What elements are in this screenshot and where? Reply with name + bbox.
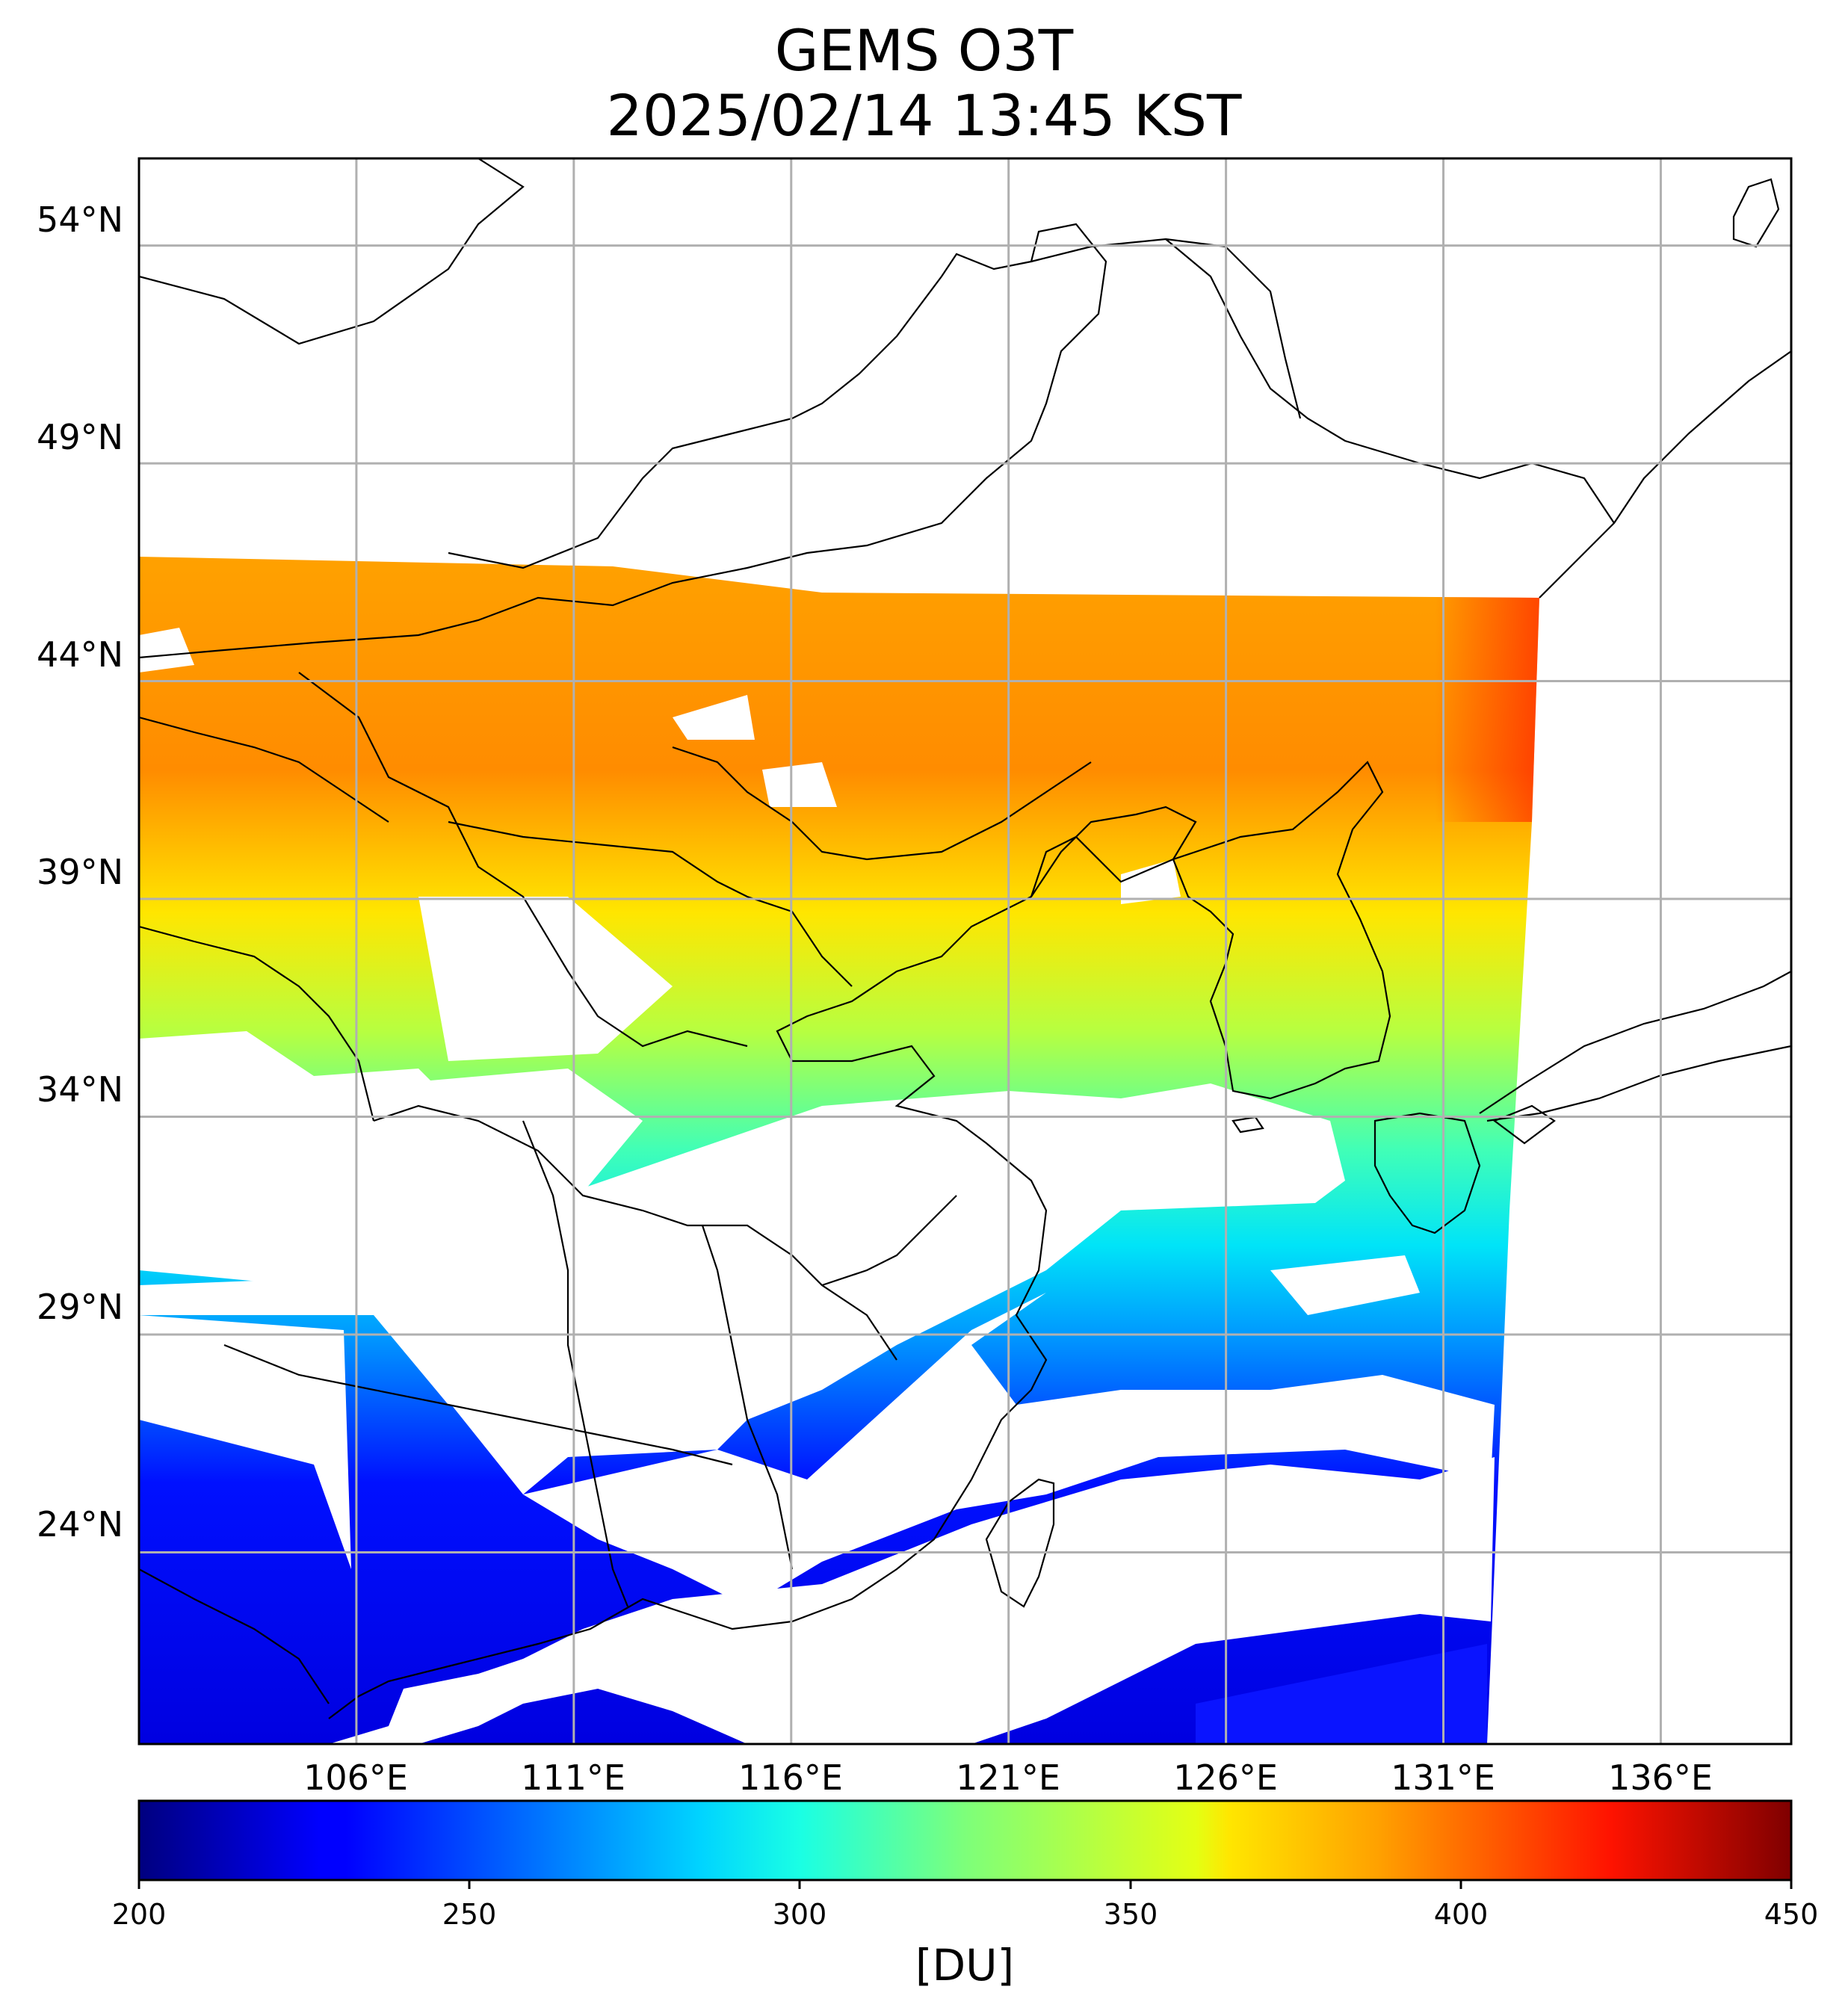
colorbar-tick-450: 450 [1764,1898,1819,1931]
colorbar [137,1799,1793,1882]
inner-border-7 [522,1120,629,1607]
inner-border-3 [672,746,1092,861]
lon-tick-111: 111°E [521,1757,625,1798]
lat-tick-54: 54°N [37,200,123,240]
colorbar-tick-250: 250 [442,1898,497,1931]
amur-border [1165,238,1302,419]
lat-tick-labels: 54°N 49°N 44°N 39°N 34°N 29°N 24°N [37,200,123,1545]
map-title: GEMS O3T [774,17,1074,84]
map-subtitle: 2025/02/14 13:45 KST [606,82,1242,149]
no-data-gaps [139,628,1495,1744]
lat-tick-44: 44°N [37,634,123,675]
lon-tick-labels: 106°E 111°E 116°E 121°E 126°E 131°E 136°… [303,1757,1713,1798]
mongolia-border [139,158,525,345]
russia-coast [1539,350,1791,599]
colorbar-tick-400: 400 [1434,1898,1489,1931]
lon-tick-116: 116°E [738,1757,843,1798]
gridlines [139,158,1791,1744]
japan-honshu [1479,971,1791,1114]
lon-tick-121: 121°E [956,1757,1060,1798]
inner-border-2 [448,820,853,987]
lon-tick-131: 131°E [1391,1757,1495,1798]
jeju-outline [1232,1116,1264,1134]
colorbar-unit-label: [DU] [915,1940,1014,1991]
colorbar-tick-labels: 200 250 300 350 400 450 [112,1898,1819,1931]
china-russia-border [1030,238,1615,524]
colorbar-tick-200: 200 [112,1898,167,1931]
colorbar-tick-350: 350 [1104,1898,1158,1931]
lat-tick-24: 24°N [37,1504,123,1545]
colorbar-tick-marks [137,1880,1793,1889]
ozone-high-east [1121,594,1539,822]
japan-shikoku [1492,1104,1556,1145]
japan-honshu-south [1486,1045,1791,1122]
lon-tick-136: 136°E [1608,1757,1713,1798]
inner-border-6 [139,1568,330,1704]
china-coast [328,835,1174,1719]
bohai-coast [1030,806,1197,897]
inner-border-11 [139,716,389,823]
inner-border-10 [139,925,375,1122]
lat-tick-39: 39°N [37,852,123,892]
map-frame [137,157,1793,1746]
sakhalin [1732,178,1780,248]
lat-tick-29: 29°N [37,1287,123,1327]
inner-border-9 [821,1195,957,1287]
lat-tick-49: 49°N [37,417,123,457]
lon-tick-126: 126°E [1173,1757,1278,1798]
lat-tick-34: 34°N [37,1069,123,1110]
inner-border-5 [223,1344,733,1466]
inner-border-8 [701,1225,794,1570]
taiwan-outline [985,1478,1055,1608]
inner-border-1 [298,672,748,1048]
inner-border-4 [373,1104,897,1361]
china-mongolia-border [139,223,1107,659]
lon-tick-106: 106°E [303,1757,408,1798]
colorbar-tick-300: 300 [773,1898,827,1931]
ozone-swath-layer [139,557,1539,1744]
